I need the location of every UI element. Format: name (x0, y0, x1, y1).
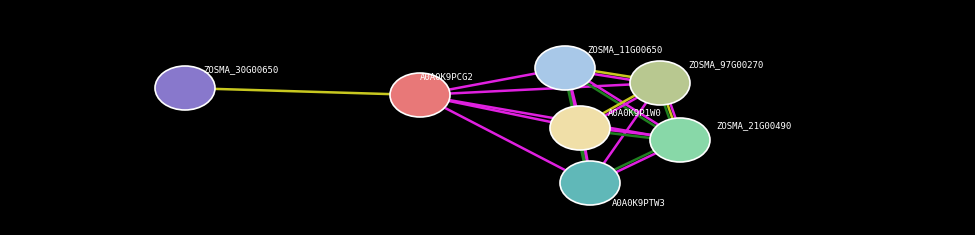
Ellipse shape (535, 46, 595, 90)
Text: ZOSMA_21G00490: ZOSMA_21G00490 (716, 121, 792, 130)
Ellipse shape (650, 118, 710, 162)
Text: ZOSMA_11G00650: ZOSMA_11G00650 (587, 46, 662, 55)
Text: A0A0K9PTW3: A0A0K9PTW3 (612, 199, 666, 208)
Text: ZOSMA_30G00650: ZOSMA_30G00650 (203, 66, 278, 74)
Ellipse shape (390, 73, 450, 117)
Text: ZOSMA_97G00270: ZOSMA_97G00270 (688, 60, 763, 70)
Text: A0A0K9P1W0: A0A0K9P1W0 (608, 110, 662, 118)
Text: A0A0K9PCG2: A0A0K9PCG2 (420, 73, 474, 82)
Ellipse shape (550, 106, 610, 150)
Ellipse shape (155, 66, 215, 110)
Ellipse shape (560, 161, 620, 205)
Ellipse shape (630, 61, 690, 105)
